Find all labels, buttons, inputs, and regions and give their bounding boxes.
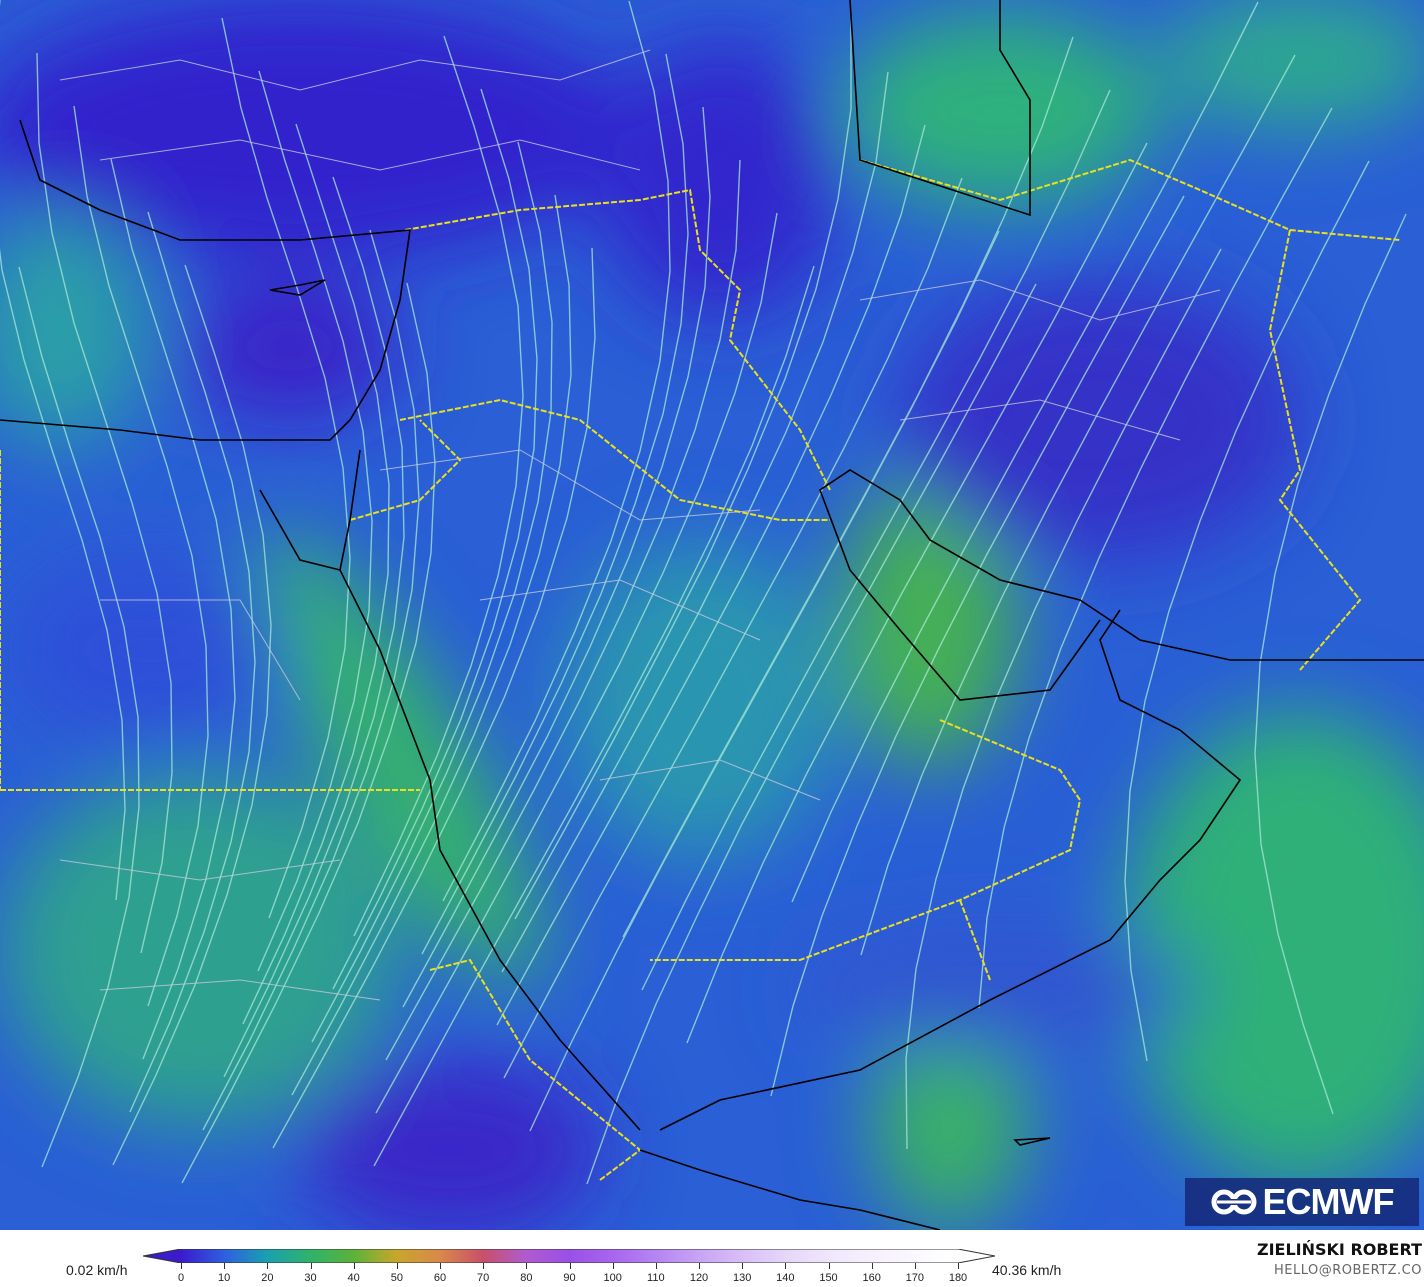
- tick-label: 40: [347, 1272, 360, 1284]
- legend-max-label: 40.36 km/h: [992, 1262, 1062, 1278]
- streamline: [1124, 160, 1370, 1062]
- streamline: [496, 124, 926, 1026]
- streamline: [442, 0, 671, 902]
- coastlines: [0, 0, 1424, 1230]
- streamline: [770, 195, 1185, 1097]
- streamline: [272, 247, 596, 1149]
- tick-label: 30: [304, 1272, 317, 1284]
- streamline: [686, 142, 1148, 1044]
- tick-label: 0: [177, 1272, 185, 1284]
- streamline: [503, 177, 963, 1079]
- tick-mark: [914, 1263, 916, 1269]
- tick-label: 180: [948, 1272, 968, 1284]
- streamline: [373, 265, 815, 1167]
- streamline: [353, 35, 524, 937]
- colorbar: [143, 1249, 995, 1263]
- streamline: [223, 176, 405, 1078]
- streamline: [202, 229, 420, 1131]
- streamline: [112, 264, 272, 1166]
- tick-mark: [353, 1263, 355, 1269]
- tick-mark: [958, 1263, 959, 1269]
- streamline: [514, 19, 852, 920]
- tick-label: 50: [390, 1272, 403, 1284]
- tick-mark: [828, 1263, 830, 1269]
- streamline: [375, 212, 778, 1114]
- streamline: [129, 211, 256, 1113]
- streamline: [641, 89, 1111, 991]
- legend-min-label: 0.02 km/h: [66, 1262, 128, 1278]
- tick-label: 130: [732, 1272, 752, 1284]
- streamline: [291, 194, 572, 1096]
- weather-map: [0, 0, 1424, 1230]
- streamline: [1254, 213, 1407, 1115]
- streamline: [791, 1, 1259, 903]
- tick-mark: [785, 1263, 787, 1269]
- tick-mark: [871, 1263, 873, 1269]
- tick-mark: [181, 1263, 182, 1269]
- tick-mark: [310, 1263, 312, 1269]
- tick-mark: [526, 1263, 528, 1269]
- streamline: [385, 159, 741, 1061]
- streamline: [421, 53, 689, 955]
- streamline: [622, 36, 1074, 938]
- tick-label: 80: [520, 1272, 533, 1284]
- tick-label: 110: [647, 1272, 665, 1284]
- tick-label: 90: [563, 1272, 576, 1284]
- logo-text: ECMWF: [1262, 1181, 1395, 1222]
- tick-label: 140: [776, 1272, 795, 1284]
- tick-label: 150: [819, 1272, 838, 1284]
- tick-mark: [440, 1263, 441, 1269]
- streamline: [221, 17, 351, 919]
- streamline: [402, 106, 711, 1008]
- tick-label: 60: [433, 1272, 447, 1284]
- tick-mark: [569, 1263, 571, 1269]
- ecmwf-logo: ECMWF: [1185, 1178, 1419, 1226]
- tick-mark: [742, 1263, 744, 1269]
- tick-mark: [612, 1263, 614, 1269]
- credit-name: ZIELIŃSKI ROBERT: [1256, 1240, 1422, 1259]
- tick-label: 20: [261, 1272, 274, 1284]
- streamline: [257, 70, 373, 972]
- streamline: [311, 141, 553, 1043]
- streamline: [586, 283, 1037, 1185]
- tick-mark: [396, 1263, 398, 1269]
- tick-label: 10: [218, 1272, 231, 1284]
- streamline: [501, 71, 889, 973]
- tick-label: 100: [603, 1272, 622, 1284]
- credit-email: HELLO@ROBERTZ.CO: [1273, 1263, 1422, 1278]
- admin-borders: [59, 49, 1221, 1001]
- streamline: [110, 158, 236, 1060]
- streamline: [860, 54, 1296, 956]
- wind-speed-field: [0, 0, 1424, 1230]
- country-borders: [0, 158, 1401, 1181]
- streamline: [332, 88, 538, 990]
- streamline: [905, 248, 1222, 1150]
- streamline: [18, 266, 140, 1168]
- tick-mark: [224, 1263, 226, 1269]
- streamlines: [0, 0, 1407, 1185]
- tick-label: 120: [689, 1272, 709, 1284]
- streamline: [36, 52, 173, 954]
- streamline: [242, 123, 390, 1025]
- streamline: [978, 107, 1333, 1009]
- tick-label: 170: [905, 1272, 925, 1284]
- streamline: [73, 105, 209, 1007]
- tick-mark: [267, 1263, 269, 1269]
- tick-mark: [655, 1263, 657, 1269]
- ecmwf-mark-icon: [1211, 1189, 1257, 1215]
- tick-mark: [483, 1263, 485, 1269]
- streamline: [0, 0, 126, 901]
- tick-label: 160: [862, 1272, 881, 1284]
- tick-mark: [699, 1263, 700, 1269]
- tick-label: 70: [477, 1272, 490, 1284]
